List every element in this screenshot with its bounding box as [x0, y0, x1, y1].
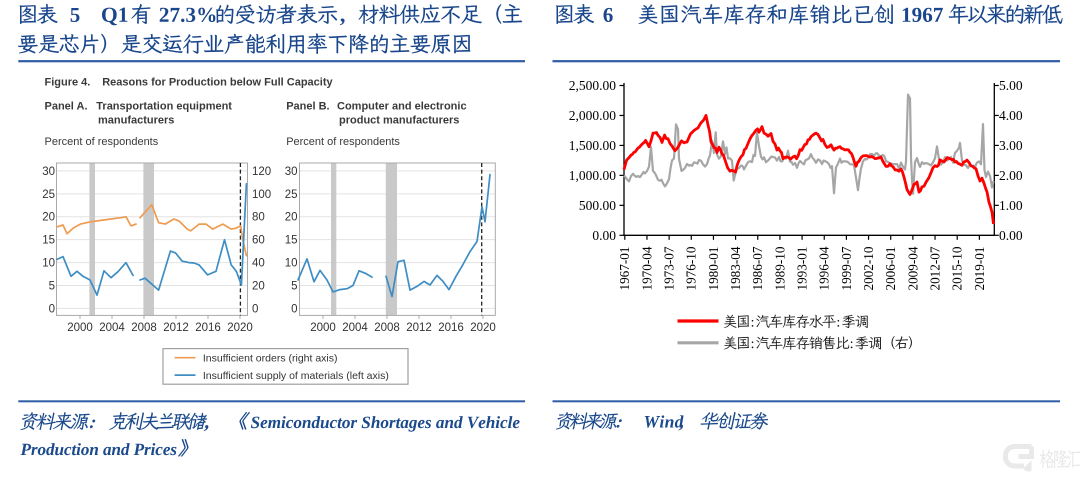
svg-text:4.00: 4.00 — [999, 108, 1023, 123]
svg-text:500.00: 500.00 — [579, 198, 616, 213]
svg-text:manufacturers: manufacturers — [98, 114, 174, 126]
svg-text:2008: 2008 — [131, 322, 157, 334]
svg-text:2,500.00: 2,500.00 — [569, 78, 617, 93]
svg-text:2019-01: 2019-01 — [972, 247, 987, 291]
svg-text:2000: 2000 — [310, 322, 336, 334]
svg-text:2016: 2016 — [438, 322, 464, 334]
svg-text:2012: 2012 — [406, 322, 432, 334]
svg-text:20: 20 — [42, 212, 55, 224]
svg-text:Panel B.: Panel B. — [286, 101, 329, 113]
svg-text:10: 10 — [42, 258, 55, 270]
svg-text:20: 20 — [285, 212, 298, 224]
svg-text:1993-01: 1993-01 — [795, 247, 810, 291]
svg-text:0: 0 — [252, 303, 258, 315]
svg-text:1996-04: 1996-04 — [817, 246, 832, 290]
svg-text:Percent of respondents: Percent of respondents — [286, 136, 400, 148]
svg-text:30: 30 — [42, 166, 55, 178]
svg-text:2020: 2020 — [470, 322, 496, 334]
svg-text:1,500.00: 1,500.00 — [569, 138, 617, 153]
svg-text:60: 60 — [252, 235, 265, 247]
svg-text:1973-07: 1973-07 — [662, 246, 677, 290]
svg-text:2006-01: 2006-01 — [883, 247, 898, 291]
svg-text:5.00: 5.00 — [999, 78, 1023, 93]
svg-text:120: 120 — [252, 166, 271, 178]
svg-text:2002-10: 2002-10 — [861, 246, 876, 290]
svg-text:1986-07: 1986-07 — [750, 246, 765, 290]
svg-text:2.00: 2.00 — [999, 168, 1023, 183]
svg-text:1989-10: 1989-10 — [772, 246, 787, 290]
svg-text:product manufacturers: product manufacturers — [339, 114, 459, 126]
svg-text:2016: 2016 — [195, 322, 221, 334]
svg-text:Percent of respondents: Percent of respondents — [45, 136, 159, 148]
svg-text:2015-10: 2015-10 — [950, 246, 965, 290]
svg-text:25: 25 — [42, 189, 55, 201]
svg-text:1970-04: 1970-04 — [639, 246, 654, 290]
svg-text:40: 40 — [252, 258, 265, 270]
svg-text:1980-01: 1980-01 — [706, 247, 721, 291]
svg-text:2009-04: 2009-04 — [905, 246, 920, 290]
svg-text:2004: 2004 — [99, 322, 125, 334]
svg-text:1.00: 1.00 — [999, 198, 1023, 213]
svg-text:3.00: 3.00 — [999, 138, 1023, 153]
svg-text:20: 20 — [252, 280, 265, 292]
svg-text:2012: 2012 — [163, 322, 189, 334]
svg-text:2,000.00: 2,000.00 — [569, 108, 617, 123]
svg-text:Reasons for Production below F: Reasons for Production below Full Capaci… — [102, 76, 333, 88]
svg-text:0.00: 0.00 — [592, 228, 616, 243]
svg-text:2000: 2000 — [67, 322, 93, 334]
svg-text:Panel A.: Panel A. — [45, 101, 88, 113]
svg-text:25: 25 — [285, 189, 298, 201]
svg-text:Insufficient orders (right axi: Insufficient orders (right axis) — [203, 353, 338, 365]
svg-text:30: 30 — [285, 166, 298, 178]
svg-text:5: 5 — [49, 280, 55, 292]
svg-text:0: 0 — [49, 303, 55, 315]
svg-text:2020: 2020 — [227, 322, 253, 334]
svg-text:80: 80 — [252, 212, 265, 224]
svg-text:1,000.00: 1,000.00 — [569, 168, 617, 183]
svg-text:1983-04: 1983-04 — [728, 246, 743, 290]
svg-text:1999-07: 1999-07 — [839, 246, 854, 290]
svg-text:Insufficient supply of materia: Insufficient supply of materials (left a… — [203, 370, 389, 382]
svg-text:Computer and electronic: Computer and electronic — [337, 101, 467, 113]
svg-text:2004: 2004 — [342, 322, 368, 334]
svg-text:5: 5 — [291, 280, 297, 292]
svg-text:10: 10 — [285, 258, 298, 270]
svg-text:100: 100 — [252, 189, 271, 201]
svg-text:15: 15 — [42, 235, 55, 247]
svg-text:1967-01: 1967-01 — [617, 247, 632, 291]
svg-text:15: 15 — [285, 235, 298, 247]
svg-text:2008: 2008 — [374, 322, 400, 334]
svg-text:Transportation equipment: Transportation equipment — [96, 101, 232, 113]
svg-text:0: 0 — [291, 303, 297, 315]
svg-text:Figure 4.: Figure 4. — [45, 76, 91, 88]
svg-text:0.00: 0.00 — [999, 228, 1023, 243]
svg-text:1976-10: 1976-10 — [684, 246, 699, 290]
svg-text:2012-07: 2012-07 — [927, 246, 942, 290]
